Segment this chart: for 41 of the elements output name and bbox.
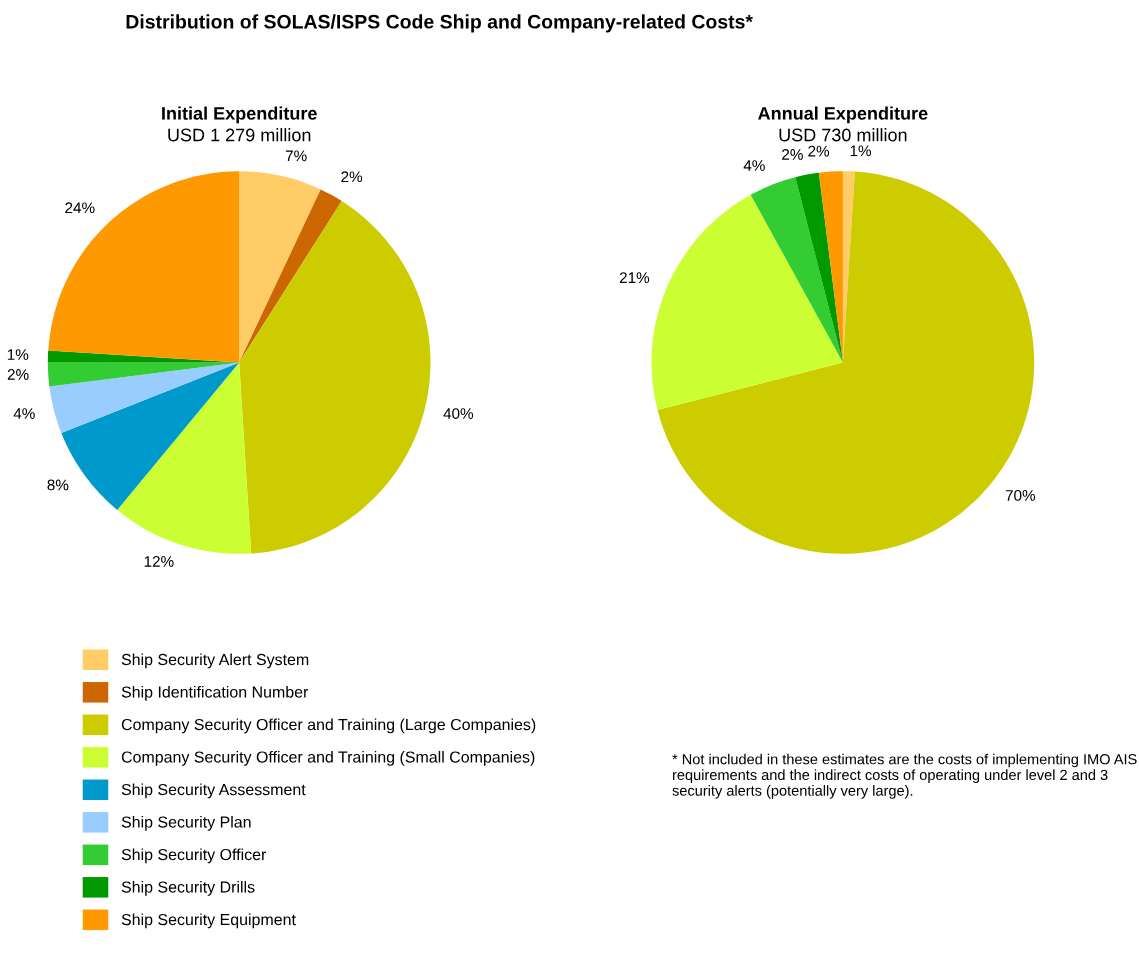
pie-slice	[750, 177, 843, 363]
legend-label: Company Security Officer and Training (Large Companies)	[121, 718, 536, 734]
legend-label: Ship Security Alert System	[121, 653, 309, 669]
text: Distribution of SOLAS/ISPS Code Ship and Company-related Costs*	[126, 14, 753, 33]
pie-slice	[117, 362, 252, 554]
chart-subtitle: USD 730 million	[779, 128, 907, 142]
text: * Not included in these estimates are the costs of implementing IMO AIS requirements and the indirect costs of operating under level 2 and 3 security alerts (potentially very large).	[672, 753, 1137, 799]
data-label: 2%	[341, 171, 363, 183]
data-label: 1%	[7, 349, 29, 360]
pie-slice	[239, 171, 321, 363]
pie-slice	[48, 171, 240, 363]
pie-slice	[651, 194, 843, 411]
data-label: 70%	[1005, 489, 1036, 501]
legend-label: Ship Security Drills	[121, 880, 255, 896]
pie-slice	[657, 171, 1035, 554]
chart-title: Annual Expenditure	[758, 106, 928, 124]
data-label: 24%	[65, 202, 95, 214]
data-label: 7%	[285, 150, 307, 162]
pie-slice	[239, 200, 431, 554]
data-label: 8%	[47, 479, 69, 491]
pie-slice	[795, 172, 843, 363]
pie-slice	[49, 362, 240, 433]
data-label: 1%	[850, 145, 872, 157]
pie-slice	[818, 171, 843, 363]
legend-label: Ship Security Officer	[121, 848, 267, 864]
legend-label: Ship Security Equipment	[121, 913, 296, 929]
data-label: 2%	[782, 149, 803, 160]
data-label: 12%	[144, 555, 174, 567]
data-label: 4%	[13, 408, 35, 419]
legend-label: Company Security Officer and Training (Small Companies)	[121, 750, 535, 766]
data-label: 2%	[7, 369, 29, 380]
pie-slice	[47, 350, 240, 363]
data-label: 21%	[619, 272, 650, 283]
legend-label: Ship Security Plan	[121, 815, 251, 831]
data-label: 4%	[743, 160, 765, 171]
chart-title: Initial Expenditure	[162, 106, 317, 124]
data-label: 2%	[808, 145, 830, 157]
legend-label: Ship Security Assessment	[121, 783, 306, 799]
legend-label: Ship Identification Number	[121, 685, 309, 701]
chart-subtitle: USD 1 279 million	[168, 128, 311, 142]
data-label: 40%	[443, 408, 474, 419]
